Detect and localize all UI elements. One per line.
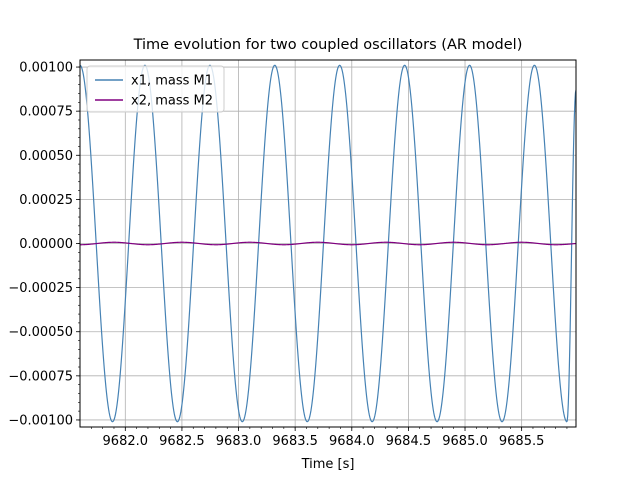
x-tick-label: 9682.0: [103, 434, 149, 449]
series-line-1: [80, 64, 576, 423]
legend-label-1: x1, mass M1: [131, 74, 213, 89]
x-tick-label: 9683.5: [272, 434, 318, 449]
y-tick-label: 0.00025: [19, 193, 73, 208]
x-tick-label: 9685.0: [442, 434, 488, 449]
y-tick-label: 0.00000: [19, 237, 73, 252]
grid-lines: [80, 60, 576, 427]
legend: x1, mass M1 x2, mass M2: [86, 65, 225, 113]
x-tick-label: 9683.0: [216, 434, 262, 449]
y-tick-label: −0.00100: [8, 413, 73, 428]
x-axis-label: Time [s]: [301, 457, 355, 472]
chart-title: Time evolution for two coupled oscillato…: [133, 37, 523, 53]
series-line-2: [80, 241, 576, 246]
x-tick-label: 9684.0: [329, 434, 375, 449]
y-tick-label: −0.00050: [8, 325, 73, 340]
legend-label-2: x2, mass M2: [131, 94, 213, 109]
y-tick-label: −0.00075: [8, 369, 73, 384]
axis-ticks: 9682.0 9682.5 9683.0 9683.5 9684.0 9684.5 9685…: [8, 61, 568, 449]
y-tick-label: 0.00075: [19, 105, 73, 120]
y-tick-label: 0.00100: [19, 61, 73, 76]
y-tick-label: 0.00050: [19, 149, 73, 164]
series-lines: [80, 64, 576, 423]
y-tick-label: −0.00025: [8, 281, 73, 296]
x-tick-label: 9684.5: [386, 434, 432, 449]
x-tick-label: 9685.5: [499, 434, 545, 449]
x-tick-label: 9682.5: [159, 434, 205, 449]
